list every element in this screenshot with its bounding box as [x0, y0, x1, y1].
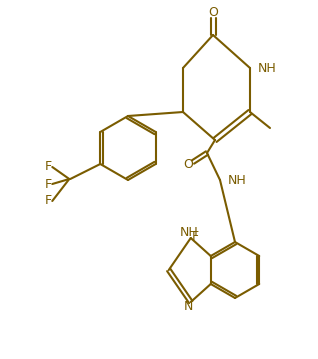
Text: NH: NH [258, 61, 277, 75]
Text: F: F [45, 160, 52, 173]
Text: NH: NH [228, 173, 247, 186]
Text: F: F [192, 229, 199, 242]
Text: O: O [183, 159, 193, 172]
Text: O: O [208, 6, 218, 19]
Text: NH: NH [179, 227, 198, 239]
Text: N: N [184, 300, 193, 313]
Text: F: F [45, 177, 52, 191]
Text: F: F [45, 195, 52, 208]
